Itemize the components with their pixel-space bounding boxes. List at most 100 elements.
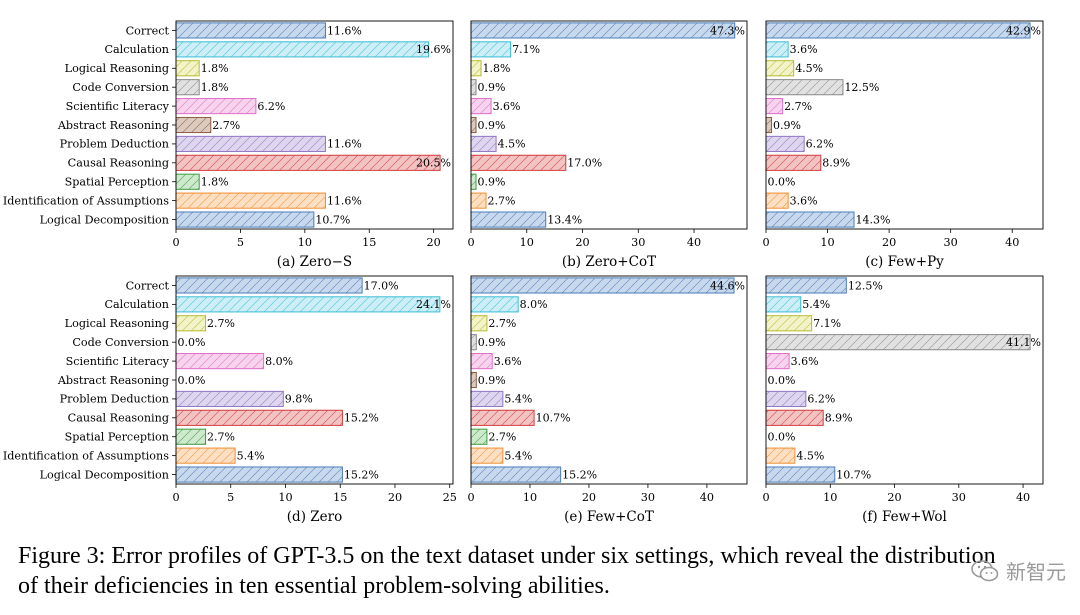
x-tick-label: 30 (952, 491, 966, 504)
value-label: 10.7% (836, 468, 871, 481)
watermark-text: 新智元 (1006, 560, 1066, 584)
value-label: 11.6% (327, 194, 362, 207)
value-label: 1.8% (201, 81, 229, 94)
bar (470, 173, 477, 190)
value-label: 8.9% (822, 157, 850, 170)
value-label: 8.9% (825, 412, 853, 425)
bar (765, 334, 1031, 351)
bar (470, 296, 519, 313)
bar (765, 277, 847, 294)
x-tick-label: 10 (523, 491, 537, 504)
value-label: 4.5% (795, 62, 823, 75)
x-tick-label: 0 (172, 491, 179, 504)
bar (470, 428, 488, 445)
value-label: 2.7% (207, 431, 235, 444)
bar (470, 98, 492, 115)
value-label: 5.4% (802, 298, 830, 311)
value-label: 17.0% (567, 157, 602, 170)
category-label: Problem Deduction (60, 138, 169, 151)
value-label: 12.5% (844, 81, 879, 94)
bar (765, 192, 789, 209)
value-label: 0.0% (768, 374, 796, 387)
value-label: 8.0% (520, 298, 548, 311)
caption-line-2: of their deficiencies in ten essential p… (18, 573, 610, 599)
bar (470, 466, 562, 483)
bar (175, 409, 343, 426)
bar (470, 154, 567, 171)
value-label: 0.9% (478, 119, 506, 132)
value-label: 6.2% (806, 138, 834, 151)
category-label: Abstract Reasoning (57, 119, 169, 132)
bar (175, 315, 207, 332)
bar (765, 409, 824, 426)
bar (765, 211, 855, 228)
value-label: 1.8% (201, 176, 229, 189)
watermark: 新智元 (970, 556, 1066, 585)
value-label: 14.3% (856, 213, 891, 226)
bar (175, 60, 200, 77)
value-label: 11.6% (327, 24, 362, 37)
value-label: 0.9% (478, 336, 506, 349)
bar (175, 79, 200, 96)
bar (470, 192, 487, 209)
subplot-2: 47.3% 7.1%1.8% 0.9% 3.6% 0.9% 4.5% 17.0% 0.9% 2.… (467, 20, 748, 270)
subplot-6: 12.5%5.4%7.1%41.1%3.6%0.0%6.2%8.9%0.0%4.… (762, 275, 1044, 525)
axes-frame (175, 20, 454, 230)
axes-frame (175, 275, 454, 485)
value-label: 2.7% (207, 317, 235, 330)
value-label: 2.7% (488, 317, 516, 330)
x-tick-label: 30 (641, 491, 655, 504)
value-label: 0.0% (768, 176, 796, 189)
value-label: 0.0% (178, 374, 206, 387)
caption-line-1: Figure 3: Error profiles of GPT-3.5 on t… (18, 543, 996, 569)
value-label: 0.0% (768, 431, 796, 444)
value-label: 7.1% (512, 43, 540, 56)
value-label: 0.0% (178, 336, 206, 349)
value-label: 2.7% (488, 431, 516, 444)
bar (765, 135, 805, 152)
bar (175, 154, 441, 171)
figure-grid: Correct Calculation Logical Reasoning Code … (3, 20, 1044, 525)
value-label: 47.3% (710, 24, 745, 37)
bar (470, 60, 482, 77)
axes-frame (765, 275, 1044, 485)
wechat-icon (971, 559, 999, 581)
bar (175, 41, 430, 58)
subplot-5: 44.6% 8.0% 2.7% 0.9% 3.6% 0.9% 5.4% 10.7% 2.7% 5.… (467, 275, 748, 525)
value-label: 20.5% (416, 157, 451, 170)
x-tick-label: 40 (700, 491, 714, 504)
subplot-subtitle: (d) Zero (287, 509, 342, 525)
subplot-subtitle: (a) Zero−S (277, 254, 352, 270)
x-tick-label: 10 (823, 491, 837, 504)
value-label: 1.8% (483, 62, 511, 75)
category-label: Code Conversion (72, 81, 169, 94)
value-label: 6.2% (807, 393, 835, 406)
bar (470, 41, 512, 58)
x-tick-label: 5 (237, 236, 244, 249)
x-tick-label: 10 (278, 491, 292, 504)
bar (175, 296, 441, 313)
bar (175, 390, 284, 407)
value-label: 4.5% (796, 449, 824, 462)
bar (765, 22, 1031, 39)
value-label: 2.7% (488, 194, 516, 207)
value-label: 2.7% (212, 119, 240, 132)
value-label: 17.0% (364, 279, 399, 292)
x-tick-label: 10 (298, 236, 312, 249)
bar (175, 173, 200, 190)
bar (765, 116, 773, 134)
value-label: 24.1% (416, 298, 451, 311)
category-label: Spatial Perception (65, 176, 169, 189)
bar (175, 428, 207, 445)
bar (765, 60, 795, 77)
bar (470, 334, 477, 351)
value-label: 3.6% (494, 355, 522, 368)
bar (470, 409, 535, 426)
category-label: Problem Deduction (60, 393, 169, 406)
bar (470, 22, 736, 39)
value-label: 9.8% (285, 393, 313, 406)
value-label: 11.6% (327, 138, 362, 151)
bar (175, 135, 326, 152)
bar (765, 41, 789, 58)
x-tick-label: 15 (333, 491, 347, 504)
